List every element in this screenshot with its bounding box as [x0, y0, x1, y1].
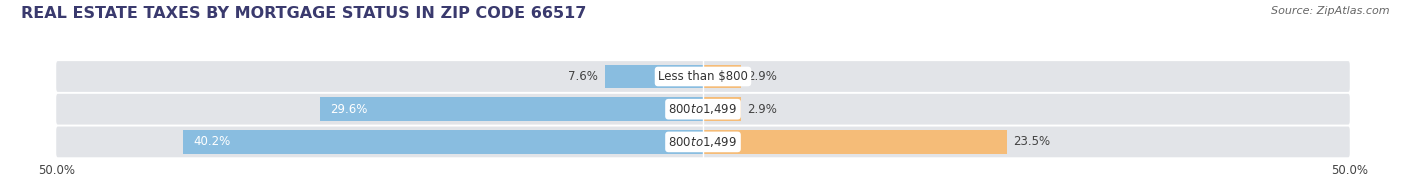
FancyBboxPatch shape [56, 94, 1350, 125]
Text: 29.6%: 29.6% [330, 103, 368, 116]
Text: $800 to $1,499: $800 to $1,499 [668, 135, 738, 149]
Bar [703, 98, 741, 121]
Text: Source: ZipAtlas.com: Source: ZipAtlas.com [1271, 6, 1389, 16]
FancyBboxPatch shape [56, 61, 1350, 92]
Text: REAL ESTATE TAXES BY MORTGAGE STATUS IN ZIP CODE 66517: REAL ESTATE TAXES BY MORTGAGE STATUS IN … [21, 6, 586, 21]
Text: 7.6%: 7.6% [568, 70, 598, 83]
Text: 2.9%: 2.9% [747, 103, 778, 116]
Text: Less than $800: Less than $800 [658, 70, 748, 83]
Bar [183, 130, 703, 154]
Bar [703, 65, 741, 88]
Text: $800 to $1,499: $800 to $1,499 [668, 102, 738, 116]
Bar [605, 65, 703, 88]
Text: 2.9%: 2.9% [747, 70, 778, 83]
Text: 23.5%: 23.5% [1014, 135, 1050, 148]
Bar [321, 98, 703, 121]
Bar [703, 130, 1007, 154]
Text: 40.2%: 40.2% [194, 135, 231, 148]
FancyBboxPatch shape [56, 127, 1350, 157]
